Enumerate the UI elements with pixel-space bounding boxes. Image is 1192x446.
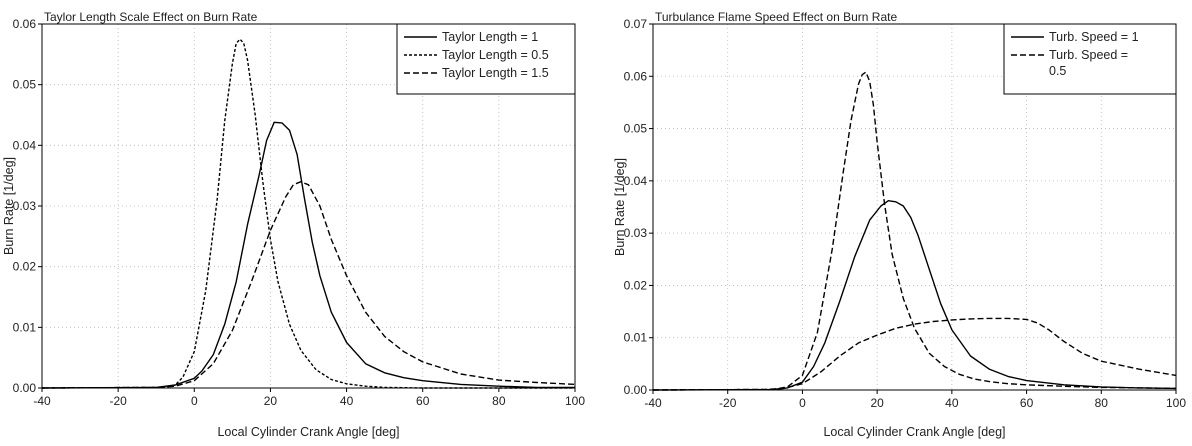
y-tick-label: 0.00 xyxy=(13,381,37,395)
series-line-1 xyxy=(652,200,1177,391)
legend: Turb. Speed = 1 Turb. Speed = 0.5 xyxy=(1003,23,1177,95)
x-tick-label: 0 xyxy=(799,396,806,410)
legend-label: Turb. Speed = xyxy=(1049,48,1128,62)
x-tick-label: 40 xyxy=(340,394,354,408)
chart-2: -40 -20 0 20 40 60 80 100 0.00 0.01 0.02 0.03 0.04 0.… xyxy=(613,10,1186,439)
x-tick-label: -20 xyxy=(109,394,127,408)
plot-frame xyxy=(652,23,1177,391)
y-tick-label: 0.01 xyxy=(13,320,37,334)
y-axis-label: Burn Rate [1/deg] xyxy=(613,158,627,256)
x-tick-label: 0 xyxy=(191,394,198,408)
series-line-2 xyxy=(652,317,1177,391)
y-tick-label: 0.02 xyxy=(13,260,37,274)
legend-box xyxy=(1003,23,1177,95)
x-tick-label: 80 xyxy=(1095,396,1109,410)
chart-title: Turbulance Flame Speed Effect on Burn Ra… xyxy=(655,10,897,24)
legend-label: Taylor Length = 1 xyxy=(442,30,538,44)
y-axis-label: Burn Rate [1/deg] xyxy=(2,157,16,255)
x-tick-label: -40 xyxy=(644,396,662,410)
legend-box xyxy=(396,23,576,95)
legend-label: 0.5 xyxy=(1049,64,1066,78)
x-tick-label: 60 xyxy=(1020,396,1034,410)
x-axis-label: Local Cylinder Crank Angle [deg] xyxy=(823,425,1005,439)
chart-title: Taylor Length Scale Effect on Burn Rate xyxy=(44,10,258,24)
y-tick-label: 0.05 xyxy=(624,122,648,136)
series-line-3 xyxy=(41,181,576,389)
y-tick-label: 0.06 xyxy=(624,69,648,83)
x-tick-label: 20 xyxy=(870,396,884,410)
y-tick-label: 0.05 xyxy=(13,78,37,92)
y-tick-label: 0.07 xyxy=(624,17,648,31)
y-tick-label: 0.00 xyxy=(624,383,648,397)
x-axis-label: Local Cylinder Crank Angle [deg] xyxy=(217,425,399,439)
x-tick-label: 100 xyxy=(565,394,585,408)
y-tick-label: 0.03 xyxy=(624,226,648,240)
legend-label: Taylor Length = 1.5 xyxy=(442,66,549,80)
y-tick-label: 0.01 xyxy=(624,331,648,345)
y-tick-label: 0.04 xyxy=(13,138,37,152)
x-tick-label: 100 xyxy=(1166,396,1186,410)
x-tick-label: 40 xyxy=(945,396,959,410)
x-tick-label: 60 xyxy=(416,394,430,408)
series-line-3 xyxy=(652,71,1177,391)
x-tick-label: 80 xyxy=(492,394,506,408)
y-tick-label: 0.04 xyxy=(624,174,648,188)
legend-label: Turb. Speed = 1 xyxy=(1049,30,1139,44)
chart-1: -40 -20 0 20 40 60 80 100 0.00 0.01 0.02 0.03 0.04 0.… xyxy=(2,10,585,439)
legend-label: Taylor Length = 0.5 xyxy=(442,48,549,62)
x-tick-label: 20 xyxy=(264,394,278,408)
series-line-2 xyxy=(41,38,575,389)
y-tick-label: 0.06 xyxy=(13,17,37,31)
y-tick-label: 0.03 xyxy=(13,199,37,213)
y-tick-label: 0.02 xyxy=(624,278,648,292)
x-tick-label: -40 xyxy=(33,394,51,408)
legend: Taylor Length = 1 Taylor Length = 0.5 Tayl… xyxy=(396,23,576,95)
series-line-1 xyxy=(41,121,575,389)
x-tick-label: -20 xyxy=(719,396,737,410)
